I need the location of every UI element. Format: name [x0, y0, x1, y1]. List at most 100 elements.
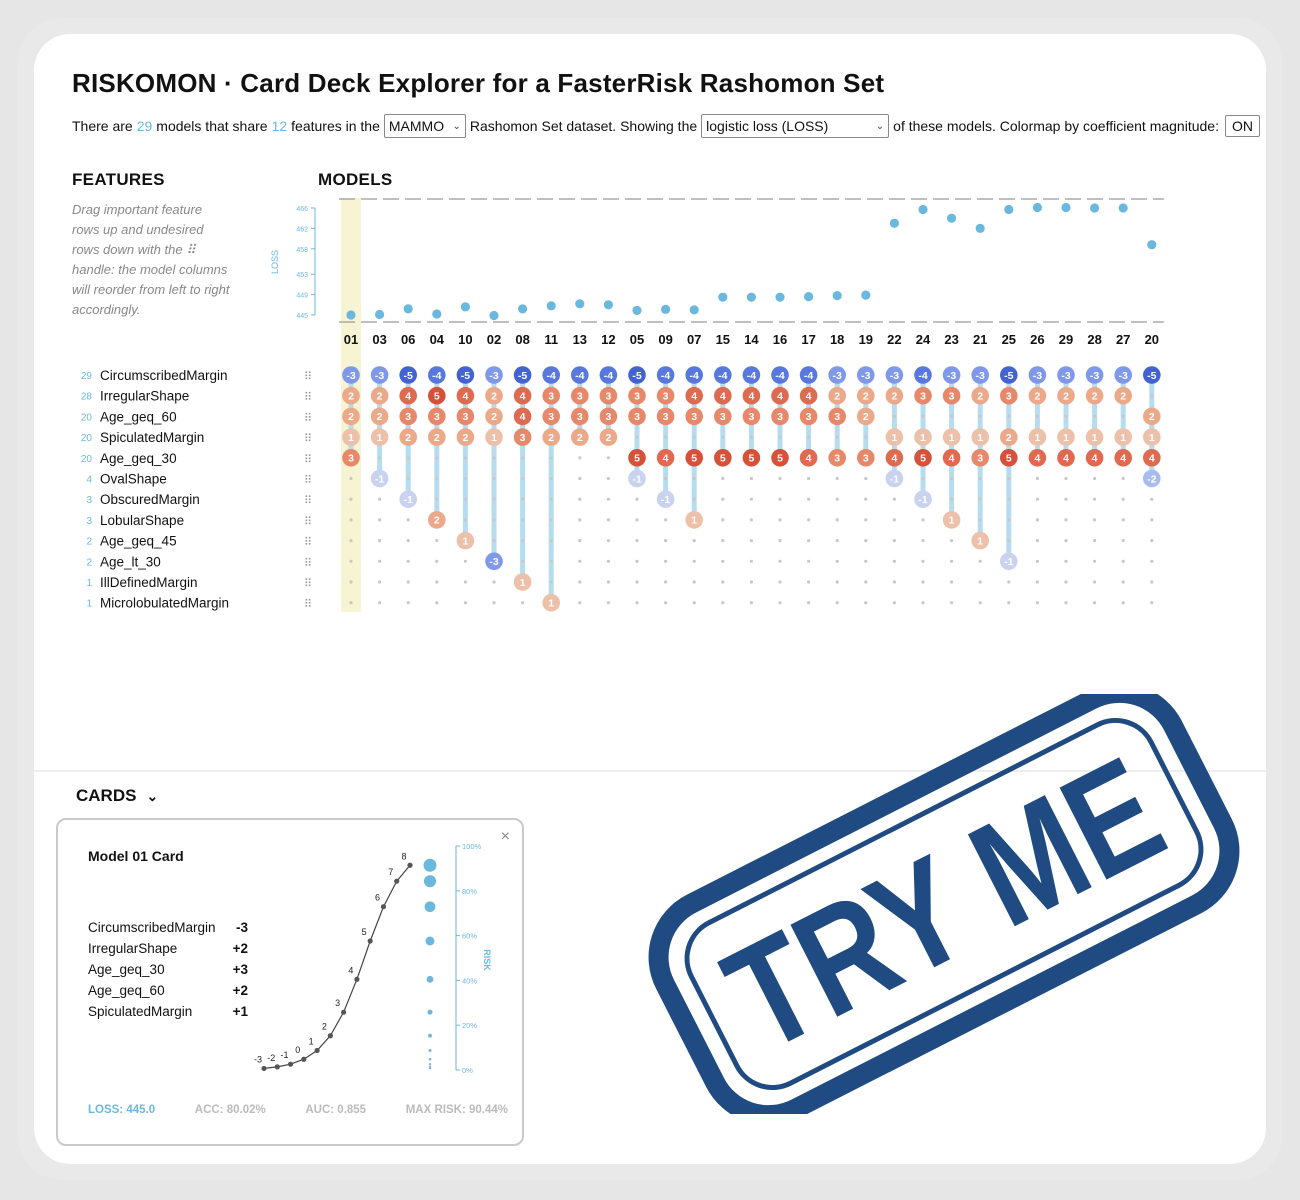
- coefficient-circle[interactable]: [799, 366, 818, 384]
- coefficient-circle[interactable]: [828, 407, 846, 426]
- risk-curve-point[interactable]: [407, 862, 413, 868]
- model-label[interactable]: 12: [601, 332, 615, 347]
- close-icon[interactable]: ×: [500, 828, 510, 845]
- try-me-stamp[interactable]: TRY ME: [634, 694, 1254, 1114]
- colormap-toggle[interactable]: ON: [1224, 115, 1260, 137]
- model-label[interactable]: 10: [458, 332, 472, 347]
- coefficient-circle[interactable]: [914, 490, 932, 509]
- coefficient-circle[interactable]: [370, 366, 389, 384]
- coefficient-circle[interactable]: [428, 366, 446, 384]
- coefficient-circle[interactable]: [714, 386, 732, 405]
- coefficient-circle[interactable]: [971, 366, 989, 384]
- coefficient-circle[interactable]: [656, 490, 675, 509]
- model-label[interactable]: 08: [515, 332, 529, 347]
- coefficient-circle[interactable]: [1028, 386, 1047, 405]
- model-label[interactable]: 23: [944, 332, 958, 347]
- coefficient-circle[interactable]: [742, 366, 761, 384]
- model-label[interactable]: 15: [716, 332, 730, 347]
- coefficient-circle[interactable]: [342, 449, 360, 467]
- risk-curve-point[interactable]: [380, 904, 387, 910]
- coefficient-circle[interactable]: [571, 386, 589, 405]
- coefficient-circle[interactable]: [456, 366, 475, 384]
- model-label[interactable]: 11: [544, 332, 558, 347]
- coefficient-circle[interactable]: [742, 449, 761, 467]
- model-label[interactable]: 02: [487, 332, 501, 347]
- coefficient-circle[interactable]: [342, 386, 360, 405]
- drag-handle-icon[interactable]: ⠿: [304, 494, 312, 507]
- coefficient-circle[interactable]: [1143, 469, 1161, 488]
- model-label[interactable]: 28: [1087, 332, 1101, 347]
- coefficient-circle[interactable]: [1143, 407, 1161, 426]
- dataset-select[interactable]: MAMMO ⌄: [383, 114, 466, 138]
- drag-handle-icon[interactable]: ⠿: [304, 577, 312, 590]
- model-label[interactable]: 19: [859, 332, 873, 347]
- coefficient-circle[interactable]: [342, 428, 360, 446]
- coefficient-circle[interactable]: [399, 428, 418, 446]
- coefficient-circle[interactable]: [771, 407, 789, 426]
- coefficient-circle[interactable]: [1057, 366, 1075, 384]
- coefficient-circle[interactable]: [370, 469, 389, 488]
- coefficient-circle[interactable]: [513, 366, 532, 384]
- coefficient-circle[interactable]: [513, 428, 532, 446]
- risk-curve-point[interactable]: [314, 1047, 320, 1054]
- model-label[interactable]: 09: [658, 332, 672, 347]
- coefficient-circle[interactable]: [828, 386, 846, 405]
- loss-point[interactable]: [346, 310, 356, 320]
- loss-point[interactable]: [375, 309, 385, 320]
- coefficient-circle[interactable]: [342, 407, 360, 426]
- drag-handle-icon[interactable]: ⠿: [304, 391, 312, 404]
- coefficient-circle[interactable]: [714, 366, 732, 384]
- model-label[interactable]: 29: [1059, 332, 1073, 347]
- coefficient-circle[interactable]: [542, 428, 560, 446]
- coefficient-circle[interactable]: [571, 407, 589, 426]
- risk-curve-point[interactable]: [394, 878, 400, 884]
- coefficient-circle[interactable]: [942, 449, 961, 467]
- loss-point[interactable]: [861, 290, 871, 300]
- coefficient-circle[interactable]: [1057, 449, 1075, 467]
- coefficient-circle[interactable]: [656, 386, 675, 405]
- coefficient-circle[interactable]: [656, 449, 675, 467]
- model-label[interactable]: 20: [1145, 332, 1159, 347]
- drag-handle-icon[interactable]: ⠿: [304, 536, 312, 549]
- loss-point[interactable]: [947, 213, 957, 223]
- coefficient-circle[interactable]: [1143, 366, 1161, 384]
- coefficient-circle[interactable]: [599, 407, 618, 426]
- coefficient-circle[interactable]: [857, 449, 875, 467]
- coefficient-circle[interactable]: [971, 428, 989, 446]
- model-label[interactable]: 24: [916, 332, 931, 347]
- loss-point[interactable]: [689, 305, 699, 315]
- coefficient-circle[interactable]: [1085, 386, 1104, 405]
- model-label[interactable]: 14: [744, 332, 759, 347]
- coefficient-circle[interactable]: [399, 366, 418, 384]
- coefficient-circle[interactable]: [885, 428, 904, 446]
- coefficient-circle[interactable]: [971, 449, 989, 467]
- coefficient-circle[interactable]: [1143, 449, 1161, 467]
- coefficient-circle[interactable]: [542, 407, 560, 426]
- coefficient-circle[interactable]: [1000, 552, 1018, 571]
- coefficient-circle[interactable]: [971, 531, 989, 550]
- model-label[interactable]: 13: [573, 332, 587, 347]
- model-label[interactable]: 03: [372, 332, 386, 347]
- loss-point[interactable]: [832, 291, 842, 301]
- loss-point[interactable]: [775, 292, 785, 302]
- loss-point[interactable]: [804, 292, 814, 302]
- drag-handle-icon[interactable]: ⠿: [304, 474, 312, 487]
- coefficient-circle[interactable]: [742, 407, 761, 426]
- coefficient-circle[interactable]: [599, 366, 618, 384]
- coefficient-circle[interactable]: [828, 449, 846, 467]
- loss-point[interactable]: [489, 310, 499, 321]
- coefficient-circle[interactable]: [1114, 366, 1132, 384]
- coefficient-circle[interactable]: [628, 386, 646, 405]
- loss-point[interactable]: [746, 292, 757, 302]
- risk-curve-point[interactable]: [301, 1056, 307, 1062]
- coefficient-circle[interactable]: [914, 366, 932, 384]
- coefficient-circle[interactable]: [1000, 449, 1018, 467]
- model-label[interactable]: 22: [887, 332, 901, 347]
- loss-point[interactable]: [661, 304, 671, 314]
- loss-point[interactable]: [546, 301, 556, 311]
- risk-curve-point[interactable]: [261, 1065, 267, 1072]
- coefficient-circle[interactable]: [885, 386, 904, 405]
- coefficient-circle[interactable]: [456, 407, 475, 426]
- loss-point[interactable]: [975, 223, 985, 233]
- coefficient-circle[interactable]: [685, 449, 703, 467]
